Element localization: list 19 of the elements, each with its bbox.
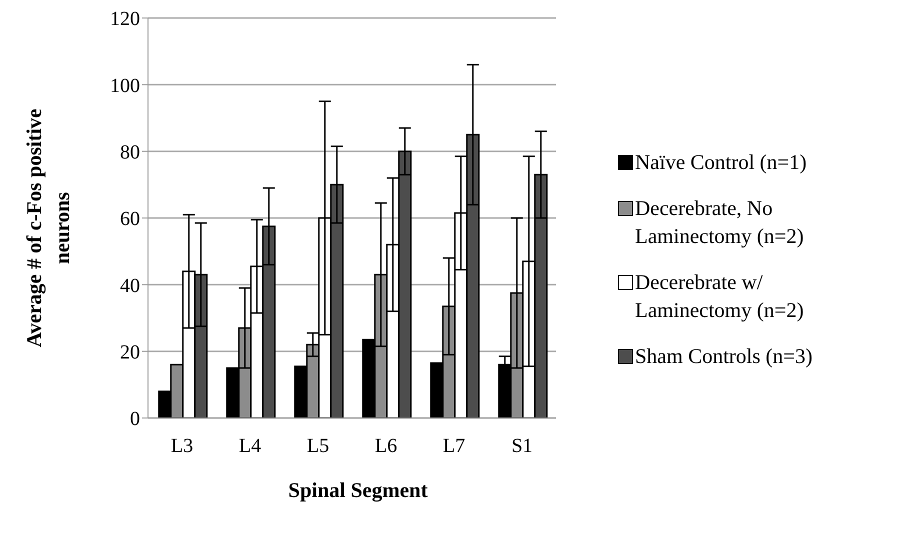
legend-label: Decerebrate, No Laminectomy (n=2) [635,195,805,250]
y-tick-label: 100 [110,74,140,97]
x-axis-title: Spinal Segment [287,478,429,503]
y-tick-label: 0 [130,408,140,430]
y-tick-label: 40 [120,274,140,297]
y-tick-label: 120 [110,8,140,30]
y-tick-label: 80 [120,141,140,164]
x-tick-label: L4 [238,435,262,458]
x-tick-label: L6 [374,435,398,458]
y-axis-title: Average # of c-Fos positive neurons [21,108,75,350]
x-tick-label: S1 [511,435,533,458]
x-tick-label: L3 [170,435,194,458]
y-tick-label: 60 [120,208,140,230]
legend-label: Naïve Control (n=1) [635,149,807,176]
x-tick-label: L5 [306,435,330,458]
legend-label: Sham Controls (n=3) [635,343,813,370]
legend-label: Decerebrate w/ Laminectomy (n=2) [635,269,805,324]
y-tick-label: 20 [120,341,140,364]
x-tick-label: L7 [442,435,466,458]
